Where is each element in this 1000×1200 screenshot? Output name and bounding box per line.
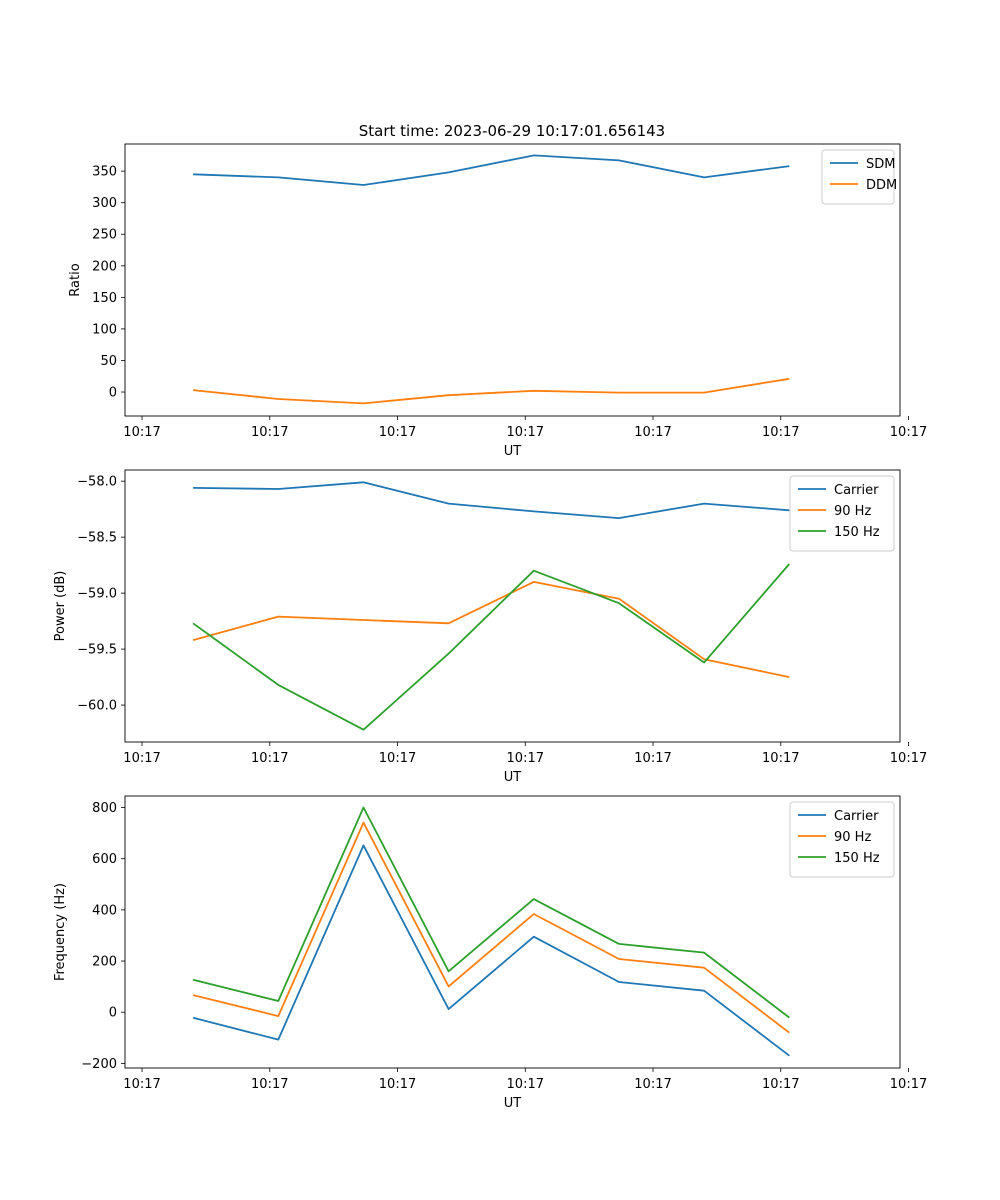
- axes-frame: [124, 795, 901, 1069]
- axes-frame: [124, 143, 901, 417]
- y-tick-label: 0: [109, 386, 117, 401]
- y-tick-label: 200: [92, 259, 117, 274]
- x-tick-label: 10:17: [251, 425, 288, 440]
- y-tick-label: −59.0: [77, 587, 117, 602]
- x-tick-label: 10:17: [507, 1077, 544, 1092]
- x-tick-label: 10:17: [123, 751, 160, 766]
- ratio-panel: 10:17 10:17 10:17 10:17 10:17 10:17 10:17 0 50 10…: [68, 143, 927, 459]
- series-line-90-hz: [192, 581, 790, 678]
- legend-label-ddm: DDM: [866, 178, 897, 193]
- x-axis-label: UT: [504, 770, 522, 785]
- x-tick-label: 10:17: [890, 425, 927, 440]
- x-axis-label: UT: [504, 1096, 522, 1111]
- series-line-150-hz: [192, 563, 790, 731]
- x-tick-label: 10:17: [379, 751, 416, 766]
- y-tick-label: −58.0: [77, 475, 117, 490]
- x-tick-label: 10:17: [251, 1077, 288, 1092]
- x-tick-label: 10:17: [507, 751, 544, 766]
- x-tick-label: 10:17: [762, 1077, 799, 1092]
- y-tick-label: 300: [92, 196, 117, 211]
- legend-label-sdm: SDM: [866, 157, 895, 172]
- y-tick-label: 50: [100, 354, 117, 369]
- series-line-carrier: [192, 844, 790, 1057]
- y-tick-label: 150: [92, 291, 117, 306]
- y-tick-label: −59.5: [77, 643, 117, 658]
- legend-label-90-hz: 90 Hz: [834, 830, 871, 845]
- power-panel: 10:17 10:17 10:17 10:17 10:17 10:17 10:17 −60.0…: [53, 469, 927, 785]
- y-tick-label: 200: [92, 955, 117, 970]
- x-axis-label: UT: [504, 444, 522, 459]
- x-tick-label: 10:17: [890, 1077, 927, 1092]
- x-tick-label: 10:17: [762, 425, 799, 440]
- x-tick-label: 10:17: [251, 751, 288, 766]
- y-tick-label: 800: [92, 801, 117, 816]
- legend-label-150-hz: 150 Hz: [834, 851, 880, 866]
- y-axis-label: Frequency (Hz): [53, 883, 68, 981]
- x-tick-label: 10:17: [634, 751, 671, 766]
- x-tick-label: 10:17: [634, 425, 671, 440]
- x-tick-label: 10:17: [507, 425, 544, 440]
- legend-label-carrier: Carrier: [834, 483, 879, 498]
- figure-title: Start time: 2023-06-29 10:17:01.656143: [359, 122, 665, 140]
- legend-label-90-hz: 90 Hz: [834, 504, 871, 519]
- x-tick-label: 10:17: [123, 425, 160, 440]
- legend-box: [789, 801, 895, 878]
- y-tick-label: −200: [81, 1057, 117, 1072]
- y-tick-label: 100: [92, 322, 117, 337]
- y-tick-label: 250: [92, 228, 117, 243]
- y-tick-label: 600: [92, 852, 117, 867]
- series-line-sdm: [193, 154, 790, 186]
- series-line-90-hz: [192, 821, 790, 1034]
- y-tick-label: −60.0: [77, 699, 117, 714]
- x-tick-label: 10:17: [634, 1077, 671, 1092]
- axes-frame: [124, 469, 901, 743]
- frequency-panel: 10:17 10:17 10:17 10:17 10:17 10:17 10:17 −200 0…: [53, 795, 927, 1111]
- x-tick-label: 10:17: [890, 751, 927, 766]
- y-tick-label: −58.5: [77, 531, 117, 546]
- x-tick-label: 10:17: [379, 425, 416, 440]
- x-tick-label: 10:17: [123, 1077, 160, 1092]
- series-line-carrier: [193, 481, 790, 519]
- x-tick-label: 10:17: [762, 751, 799, 766]
- legend-label-150-hz: 150 Hz: [834, 525, 880, 540]
- y-tick-label: 400: [92, 903, 117, 918]
- x-tick-label: 10:17: [379, 1077, 416, 1092]
- series-line-ddm: [193, 377, 790, 405]
- series-line-150-hz: [192, 806, 790, 1019]
- y-axis-label: Power (dB): [53, 571, 68, 642]
- legend-box: [789, 475, 895, 552]
- y-axis-label: Ratio: [68, 263, 83, 296]
- y-tick-label: 350: [92, 165, 117, 180]
- legend-label-carrier: Carrier: [834, 809, 879, 824]
- y-tick-label: 0: [109, 1006, 117, 1021]
